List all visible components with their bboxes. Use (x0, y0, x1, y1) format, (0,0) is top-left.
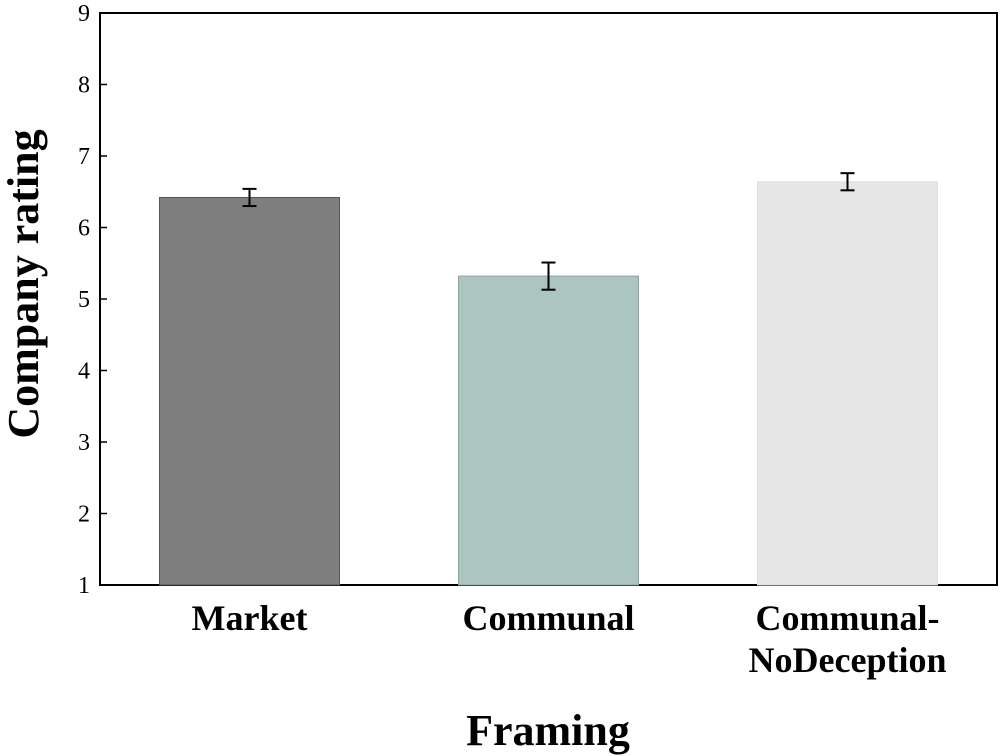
y-axis: 1 2 3 4 5 6 7 8 9 (78, 1, 107, 599)
error-bars (242, 172, 855, 291)
y-tick-label: 2 (78, 502, 90, 528)
x-tick-label: Communal-NoDeception (749, 598, 947, 680)
bar (159, 196, 340, 586)
y-tick-label: 4 (78, 359, 90, 385)
y-tick-label: 5 (78, 287, 90, 313)
x-axis-title: Framing (466, 706, 630, 755)
y-tick-label: 3 (78, 430, 90, 456)
y-tick-label: 6 (78, 216, 90, 242)
bar (757, 181, 938, 586)
x-tick-label-line: Communal- (755, 598, 939, 638)
x-axis: Market Communal Communal-NoDeception (192, 598, 947, 680)
x-tick-label: Communal (462, 598, 634, 638)
x-tick-label-line: NoDeception (749, 640, 947, 680)
y-tick-label: 7 (78, 144, 90, 170)
x-tick-label-line: Communal (462, 598, 634, 638)
y-tick-label: 1 (78, 573, 90, 599)
x-tick-label-line: Market (192, 598, 308, 638)
bar (458, 275, 639, 586)
y-tick-label: 8 (78, 73, 90, 99)
bars (159, 181, 938, 586)
x-tick-label: Market (192, 598, 308, 638)
y-axis-title: Company rating (0, 129, 48, 438)
y-tick-label: 9 (78, 1, 90, 27)
